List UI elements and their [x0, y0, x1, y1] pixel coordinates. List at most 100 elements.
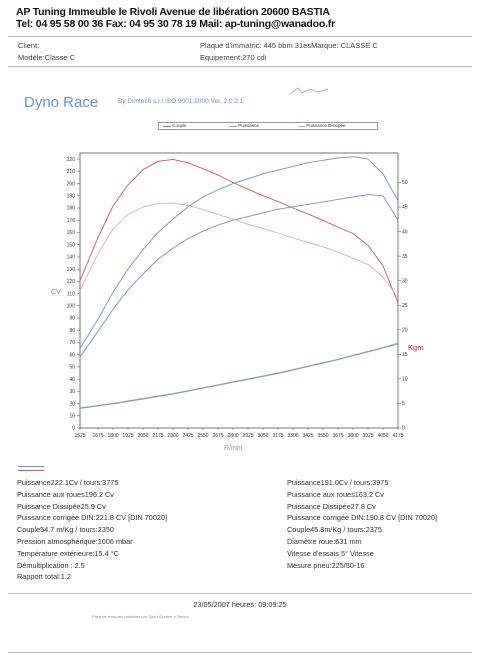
y-right-tick-label: 25 — [402, 303, 408, 309]
software-subtitle: By Dimtech s.r.l ISO 9001:2000 Ver. 2.0.… — [118, 98, 244, 105]
series-line — [79, 194, 399, 358]
model-label: Modèle:Classe C — [18, 53, 76, 62]
shop-contact: Tel: 04 95 58 00 36 Fax: 04 95 30 78 19 … — [16, 18, 335, 30]
y-right-tick-label: 40 — [402, 229, 408, 235]
x-tick-label: 3925 — [362, 433, 373, 439]
x-tick-label: 3550 — [317, 433, 328, 439]
result-line: Puissance aux roues196.2 Cv — [17, 489, 114, 499]
y-left-tick-label: 100 — [67, 303, 76, 309]
legend-puissance-dissipee: Puissance Dissipée — [297, 123, 346, 128]
y-left-tick-label: 160 — [67, 230, 76, 236]
x-tick-label: 4050 — [377, 433, 388, 439]
chart-legend: Couple Puissance Puissance Dissipée — [158, 122, 378, 130]
y-right-tick-label: 5 — [402, 401, 405, 407]
result-line: Puissance222.1Cv / tours:3775 — [17, 478, 119, 487]
y-right-label: Kgm — [408, 345, 424, 352]
y-right-tick-label: 10 — [402, 377, 408, 383]
result-line: Rapport total:1.2 — [17, 572, 71, 582]
test-datetime: 23/05/2007 heures: 09:09:25 — [193, 600, 287, 609]
y-right-tick-label: 35 — [402, 254, 408, 260]
x-tick-label: 2175 — [152, 433, 163, 439]
run1-indicator — [18, 466, 44, 467]
x-tick-label: 3300 — [287, 433, 298, 439]
results-right: Puissance191.0Cv / tours:3975 Puissance a… — [287, 478, 437, 572]
series-line — [79, 156, 399, 349]
x-tick-label: 2675 — [212, 433, 223, 439]
client-label: Client: — [18, 41, 40, 50]
y-left-tick-label: 180 — [67, 206, 76, 212]
y-left-tick-label: 80 — [69, 328, 75, 334]
series-line — [79, 158, 399, 303]
x-tick-label: 2925 — [242, 433, 253, 439]
result-line: Couple45.8m/Kg / tours:2375 — [287, 525, 382, 535]
legend-couple: Couple — [163, 123, 187, 128]
y-left-tick-label: 140 — [67, 255, 76, 261]
x-tick-label: 1800 — [107, 433, 118, 439]
x-tick-label: 2425 — [182, 433, 193, 439]
y-left-tick-label: 220 — [67, 157, 76, 163]
y-left-tick-label: 0 — [72, 426, 75, 432]
result-line: Puissance Dissipée25.9 Cv — [17, 501, 106, 511]
y-left-tick-label: 120 — [67, 279, 76, 285]
y-left-tick-label: 210 — [67, 169, 76, 175]
result-line: Mesure pneu:225/50-16 — [287, 560, 365, 570]
x-tick-label: 2050 — [137, 433, 148, 439]
series-line — [79, 343, 399, 409]
info-divider — [8, 66, 472, 67]
x-tick-label: 1675 — [92, 433, 103, 439]
x-tick-label: 2300 — [167, 433, 178, 439]
footer-note: Prise de mesures réalisées par Sport Sys… — [92, 614, 189, 619]
x-tick-label: 3675 — [332, 433, 343, 439]
y-left-tick-label: 70 — [69, 340, 75, 346]
result-line: Pression atmosphérique:1006 mbar — [17, 536, 133, 546]
shop-address: AP Tuning Immeuble le Rivoli Avenue de l… — [16, 6, 330, 18]
y-left-tick-label: 130 — [67, 267, 76, 273]
y-left-tick-label: 190 — [67, 193, 76, 199]
results-divider — [8, 593, 472, 594]
y-right-tick-label: 15 — [402, 352, 408, 358]
x-tick-label: 1525 — [74, 433, 85, 439]
dyno-chart: 0102030405060708090100110120130140150160… — [67, 152, 408, 439]
y-left-tick-label: 40 — [69, 377, 75, 383]
series-line — [79, 202, 399, 299]
legend-puissance: Puissance — [229, 123, 259, 128]
x-tick-label: 1925 — [122, 433, 133, 439]
result-line: Puissance corrigée DIN:221.8 CV [DIN 700… — [17, 513, 168, 523]
y-left-tick-label: 10 — [69, 413, 75, 419]
bottom-divider — [8, 652, 472, 653]
y-left-tick-label: 90 — [69, 316, 75, 322]
y-left-tick-label: 150 — [67, 242, 76, 248]
y-left-label: CV — [51, 289, 61, 296]
y-right-tick-label: 45 — [402, 205, 408, 211]
x-axis-label: R/min — [224, 445, 243, 452]
equipment-label: Equipement:270 cdi — [200, 53, 267, 62]
result-line: Diamètre roue:631 mm — [287, 536, 362, 546]
x-tick-label: 3800 — [347, 433, 358, 439]
y-left-tick-label: 200 — [67, 181, 76, 187]
results-left: Puissance222.1Cv / tours:3775 Puissance a… — [17, 478, 167, 584]
y-left-tick-label: 30 — [69, 389, 75, 395]
result-line: Puissance191.0Cv / tours:3975 — [287, 478, 389, 487]
result-line: Température extérieure:15.4 °C — [17, 548, 119, 558]
header-divider — [8, 36, 472, 37]
x-tick-label: 2550 — [197, 433, 208, 439]
y-left-tick-label: 20 — [69, 401, 75, 407]
y-right-tick-label: 50 — [402, 180, 408, 186]
x-tick-label: 4175 — [392, 433, 403, 439]
plot-frame — [79, 152, 399, 429]
result-line: Couple54.7 m/Kg / tours:2350 — [17, 525, 114, 535]
run2-indicator — [18, 470, 44, 471]
result-line: Puissance aux roues163.2 Cv — [287, 489, 384, 499]
dyno-race-logo: Dyno Race — [24, 94, 99, 111]
plate-label: Plaque d'immatric. 445 bbm 31esMarque: C… — [200, 41, 378, 50]
y-right-tick-label: 20 — [402, 327, 408, 333]
y-left-tick-label: 170 — [67, 218, 76, 224]
brand-logo-icon — [288, 82, 332, 95]
result-line: Puissance Dissipée27.8 Cv — [287, 501, 376, 511]
y-left-tick-label: 110 — [67, 291, 75, 297]
result-line: Vitesse d'essais 5° Vitesse — [287, 548, 374, 558]
result-line: Démultiplication : 2.5 — [17, 560, 85, 570]
x-tick-label: 2800 — [227, 433, 238, 439]
x-tick-label: 3175 — [272, 433, 283, 439]
y-right-tick-label: 0 — [402, 426, 405, 432]
